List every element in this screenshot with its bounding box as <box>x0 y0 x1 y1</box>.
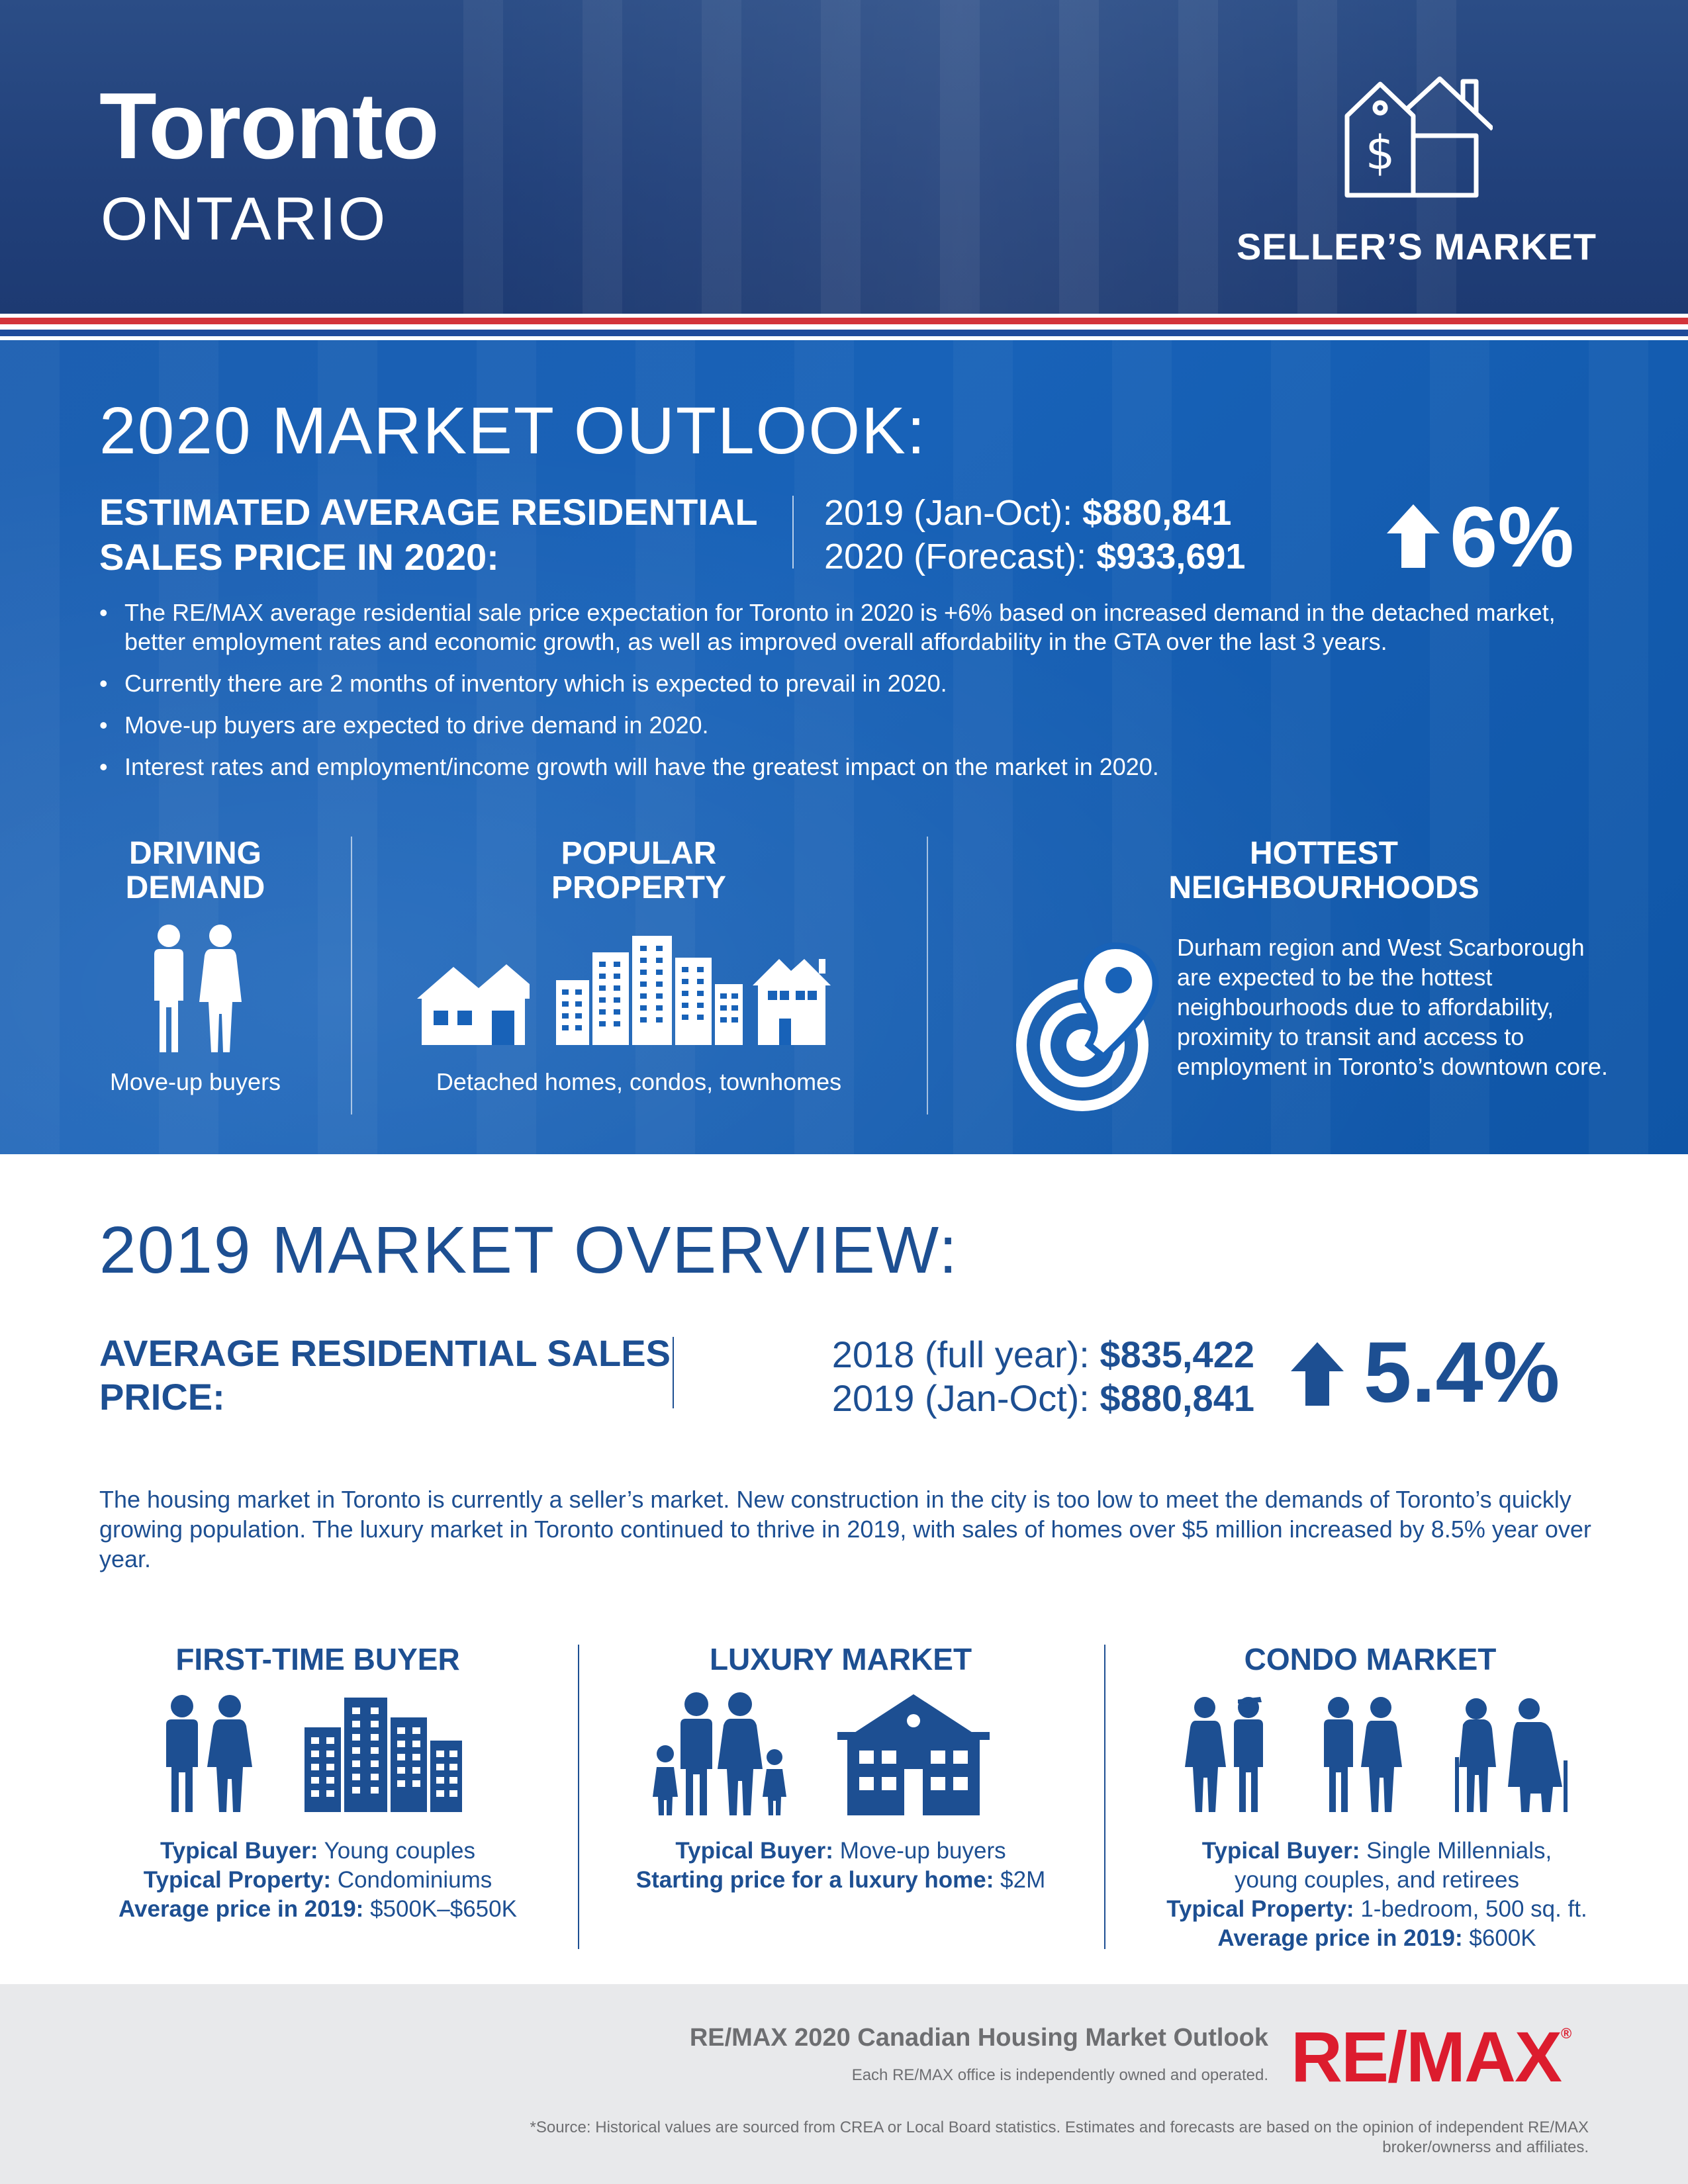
segment-divider <box>578 1645 579 1949</box>
luxury-buyer-row: Typical Buyer: Move-up buyers <box>596 1837 1086 1866</box>
overview-curr-label: 2019 (Jan-Oct): <box>831 1377 1090 1419</box>
first-time-buyer-row: Typical Buyer: Young couples <box>86 1837 549 1866</box>
overview-paragraph: The housing market in Toronto is current… <box>99 1486 1591 1572</box>
province-name: ONTARIO <box>101 185 388 253</box>
condo-buyer-value-line2: young couples, and retirees <box>1235 1867 1519 1893</box>
condo-price-label: Average price in 2019: <box>1217 1925 1463 1951</box>
millennials-couples-retirees-icon <box>1185 1697 1568 1812</box>
outlook-bullets: The RE/MAX average residential sale pric… <box>99 598 1602 794</box>
luxury-market-info: Typical Buyer: Move-up buyers Starting p… <box>596 1837 1086 1895</box>
header-banner: Toronto ONTARIO $ SELLER’S MARKET <box>0 0 1688 314</box>
first-time-property-row: Typical Property: Condominiums <box>86 1866 549 1895</box>
overview-values: 2018 (full year): $835,422 2019 (Jan-Oct… <box>748 1333 1254 1420</box>
couple-icon <box>154 925 242 1052</box>
header-stripes <box>0 314 1688 340</box>
estimate-label: ESTIMATED AVERAGE RESIDENTIAL SALES PRIC… <box>99 491 757 578</box>
up-arrow-icon <box>1291 1342 1344 1406</box>
remax-logo: RE/MAX® <box>1291 2021 1571 2093</box>
remax-logo-text: RE/MAX <box>1291 2017 1562 2097</box>
luxury-buyer-value: Move-up buyers <box>839 1838 1006 1864</box>
outlook-title: 2020 MARKET OUTLOOK: <box>99 394 927 468</box>
luxury-buyer-label: Typical Buyer: <box>675 1838 833 1864</box>
footer-title: RE/MAX 2020 Canadian Housing Market Outl… <box>689 2024 1268 2052</box>
blue-stripe <box>0 330 1688 336</box>
family-luxury-home-icon <box>653 1692 990 1815</box>
estimate-prev-value: $880,841 <box>1082 493 1232 533</box>
first-time-property-label: Typical Property: <box>143 1867 332 1893</box>
outlook-background-photo <box>0 340 1688 1154</box>
column-divider <box>927 837 928 1115</box>
outlook-section: 2020 MARKET OUTLOOK: ESTIMATED AVERAGE R… <box>0 340 1688 1154</box>
column-divider <box>351 837 352 1115</box>
overview-prev-row: 2018 (full year): $835,422 <box>748 1333 1254 1377</box>
footer-ownership-note: Each RE/MAX office is independently owne… <box>851 2066 1268 2084</box>
hottest-neighbourhoods-text: Durham region and West Scarborough are e… <box>1177 934 1609 1080</box>
first-time-buyer-title: FIRST-TIME BUYER <box>175 1642 460 1676</box>
hottest-neighbourhoods-title: HOTTEST NEIGHBOURHOODS <box>1168 836 1479 905</box>
first-time-buyer-label: Typical Buyer: <box>160 1838 318 1864</box>
first-time-price-value: $500K–$650K <box>370 1896 517 1922</box>
estimate-prev-label: 2019 (Jan-Oct): <box>824 493 1073 533</box>
red-stripe <box>0 318 1688 324</box>
property-types-icon <box>417 936 831 1045</box>
up-arrow-icon <box>1387 504 1440 568</box>
condo-property-row: Typical Property: 1-bedroom, 500 sq. ft. <box>1125 1895 1628 1924</box>
condo-property-label: Typical Property: <box>1166 1896 1354 1922</box>
svg-text:$: $ <box>1366 126 1395 180</box>
estimate-divider <box>792 496 794 569</box>
outlook-bullet: Move-up buyers are expected to drive dem… <box>99 711 1602 740</box>
condo-market-title: CONDO MARKET <box>1244 1642 1497 1676</box>
outlook-bullet: Interest rates and employment/income gro… <box>99 752 1602 782</box>
header-background-photo <box>463 0 1456 314</box>
condo-property-value: 1-bedroom, 500 sq. ft. <box>1360 1896 1587 1922</box>
luxury-start-value: $2M <box>1000 1867 1046 1893</box>
overview-prev-label: 2018 (full year): <box>831 1334 1090 1375</box>
first-time-buyer-value: Young couples <box>324 1838 476 1864</box>
city-name: Toronto <box>99 73 440 179</box>
luxury-start-row: Starting price for a luxury home: $2M <box>596 1866 1086 1895</box>
driving-demand-caption: Move-up buyers <box>109 1068 281 1095</box>
outlook-change-percent: 6% <box>1450 488 1574 585</box>
couple-condo-icon <box>166 1695 462 1812</box>
estimate-forecast-value: $933,691 <box>1096 537 1246 576</box>
segment-divider <box>1104 1645 1105 1949</box>
condo-price-row: Average price in 2019: $600K <box>1125 1924 1628 1953</box>
estimate-prev-row: 2019 (Jan-Oct): $880,841 <box>824 491 1245 535</box>
first-time-property-value: Condominiums <box>337 1867 492 1893</box>
house-price-tag-icon: $ <box>1344 76 1493 198</box>
overview-label: AVERAGE RESIDENTIAL SALES PRICE: <box>99 1332 671 1418</box>
first-time-price-row: Average price in 2019: $500K–$650K <box>86 1895 549 1924</box>
condo-buyer-label: Typical Buyer: <box>1201 1838 1360 1864</box>
condo-market-info: Typical Buyer: Single Millennials, young… <box>1125 1837 1628 1953</box>
overview-curr-row: 2019 (Jan-Oct): $880,841 <box>748 1377 1254 1420</box>
overview-prev-value: $835,422 <box>1100 1334 1254 1375</box>
luxury-market-title: LUXURY MARKET <box>709 1642 972 1676</box>
overview-title: 2019 MARKET OVERVIEW: <box>99 1213 959 1287</box>
estimate-forecast-row: 2020 (Forecast): $933,691 <box>824 535 1245 578</box>
overview-change-percent: 5.4% <box>1364 1324 1560 1420</box>
popular-property-caption: Detached homes, condos, townhomes <box>436 1068 842 1095</box>
condo-price-value: $600K <box>1469 1925 1536 1951</box>
estimate-forecast-label: 2020 (Forecast): <box>824 537 1087 576</box>
condo-buyer-value-line1: Single Millennials, <box>1366 1838 1552 1864</box>
footer-source-note: *Source: Historical values are sourced f… <box>530 2118 1589 2156</box>
market-type-label: SELLER’S MARKET <box>1237 226 1597 267</box>
outlook-bullet: The RE/MAX average residential sale pric… <box>99 598 1602 657</box>
condo-buyer-row: Typical Buyer: Single Millennials, <box>1125 1837 1628 1866</box>
overview-curr-value: $880,841 <box>1100 1377 1254 1419</box>
driving-demand-title: DRIVING DEMAND <box>125 836 265 905</box>
first-time-buyer-info: Typical Buyer: Young couples Typical Pro… <box>86 1837 549 1924</box>
first-time-price-label: Average price in 2019: <box>118 1896 364 1922</box>
estimate-values: 2019 (Jan-Oct): $880,841 2020 (Forecast)… <box>824 491 1245 578</box>
location-target-icon <box>1016 942 1159 1111</box>
overview-divider <box>673 1337 674 1408</box>
luxury-start-label: Starting price for a luxury home: <box>635 1867 994 1893</box>
popular-property-title: POPULAR PROPERTY <box>551 836 727 905</box>
registered-mark: ® <box>1561 2025 1571 2042</box>
outlook-bullet: Currently there are 2 months of inventor… <box>99 669 1602 698</box>
footer: RE/MAX 2020 Canadian Housing Market Outl… <box>0 1984 1688 2184</box>
